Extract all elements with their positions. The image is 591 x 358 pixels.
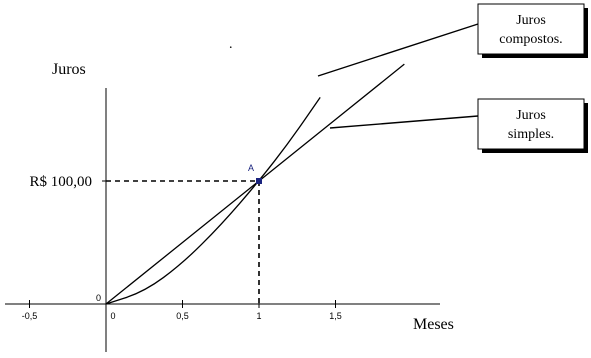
- x-tick-label: 1: [256, 311, 261, 321]
- callout-simples-line2: simples.: [508, 127, 554, 142]
- callout-compostos-line1: Juros: [516, 13, 546, 28]
- series-layer: [105, 63, 405, 305]
- x-tick-label: -0,5: [22, 311, 38, 321]
- point-a-label: A: [248, 163, 254, 173]
- y-mark-label: 0: [96, 293, 101, 303]
- y-marks: 0 R$ 100,00: [29, 174, 110, 305]
- callout-leader-simples: [329, 115, 479, 129]
- x-tick-label: 1,5: [329, 311, 342, 321]
- x-tick-label: 0,5: [176, 311, 189, 321]
- callout-leader-compostos: [317, 23, 479, 77]
- callout-simples-line1: Juros: [516, 108, 546, 123]
- callout-compostos-box: [477, 3, 585, 55]
- x-axis-label: Meses: [413, 316, 454, 333]
- callout-compostos: Juros compostos.: [477, 3, 588, 58]
- x-ticks: -0,5 0 0,5 1 1,5: [22, 300, 342, 321]
- x-tick-label: 0: [110, 311, 115, 321]
- stray-mark: .: [229, 37, 233, 52]
- series-juros-compostos: [105, 96, 321, 305]
- y-mark-label: R$ 100,00: [29, 174, 92, 190]
- callout-simples: Juros simples.: [477, 98, 588, 153]
- callout-simples-box: [477, 98, 585, 150]
- point-a: A: [248, 163, 262, 184]
- point-a-marker: [256, 178, 262, 184]
- y-axis-label: Juros: [52, 61, 86, 78]
- callout-compostos-line2: compostos.: [499, 32, 562, 47]
